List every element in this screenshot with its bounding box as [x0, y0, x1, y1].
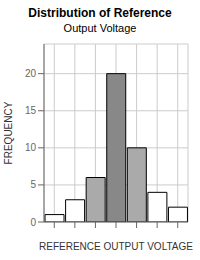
svg-text:0: 0: [30, 217, 36, 228]
svg-text:5: 5: [30, 179, 36, 190]
svg-text:10: 10: [25, 142, 37, 153]
html-text:Distribution of Reference: Distribution of Reference: [28, 6, 172, 20]
svg-text:15: 15: [25, 105, 37, 116]
html-text:Output Voltage: Output Voltage: [63, 22, 137, 34]
svg-text:20: 20: [25, 68, 37, 79]
svg-text:REFERENCE OUTPUT VOLTAGE: REFERENCE OUTPUT VOLTAGE: [39, 241, 192, 252]
svg-text:FREQUENCY: FREQUENCY: [8, 101, 14, 164]
